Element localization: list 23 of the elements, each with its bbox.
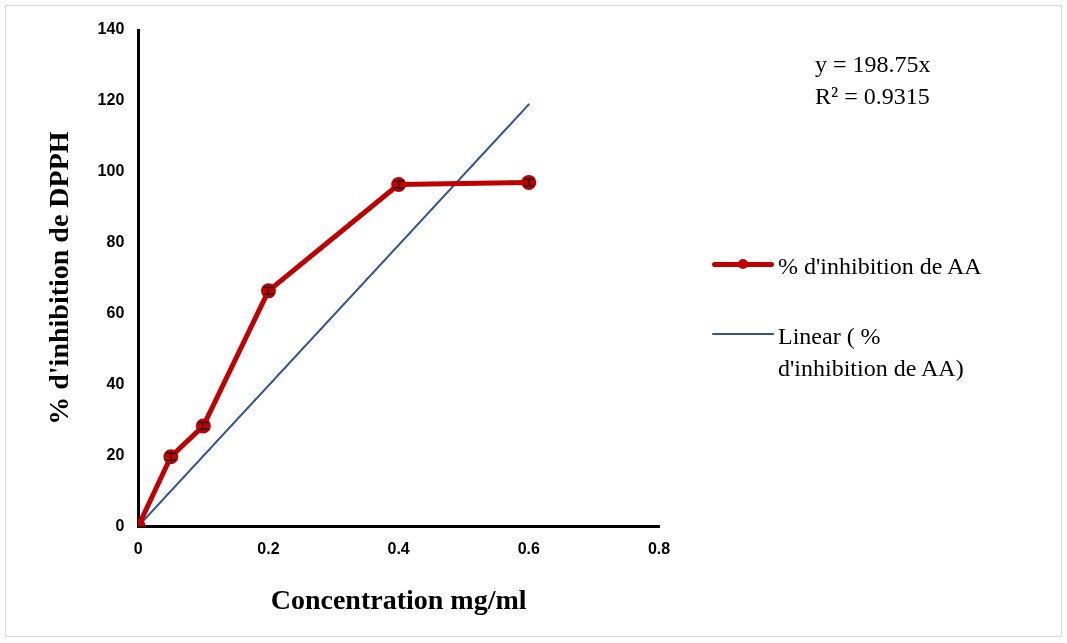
point	[260, 283, 276, 299]
text: R² = 0.9315	[815, 82, 931, 111]
x-tick-label: 0	[133, 540, 143, 558]
y-tick-label: 100	[97, 162, 125, 180]
y-tick-label: 80	[106, 233, 125, 251]
y-tick-label: 20	[106, 445, 125, 463]
x-axis-title: Concentration mg/ml	[270, 584, 527, 616]
x-tick-label: 0.2	[257, 540, 280, 558]
legend-label: % d'inhibition de AA	[778, 252, 983, 281]
point	[391, 177, 407, 193]
legend-label: Linear ( % d'inhibition de AA)	[778, 322, 965, 383]
text: y = 198.75x	[815, 50, 931, 79]
y-tick-label: 60	[106, 303, 125, 321]
y-tick-label: 140	[97, 20, 125, 38]
y-tick-label: 40	[106, 374, 125, 392]
point	[163, 449, 179, 465]
y-tick-label: 120	[97, 91, 125, 109]
x-tick-label: 0.6	[517, 540, 541, 558]
x-tick-label: 0.4	[387, 540, 410, 558]
y-axis-title: % d'inhibition de DPPH	[43, 131, 75, 425]
x-tick-label: 0.8	[647, 540, 671, 558]
y-tick-label: 0	[115, 516, 125, 534]
point	[521, 174, 537, 190]
